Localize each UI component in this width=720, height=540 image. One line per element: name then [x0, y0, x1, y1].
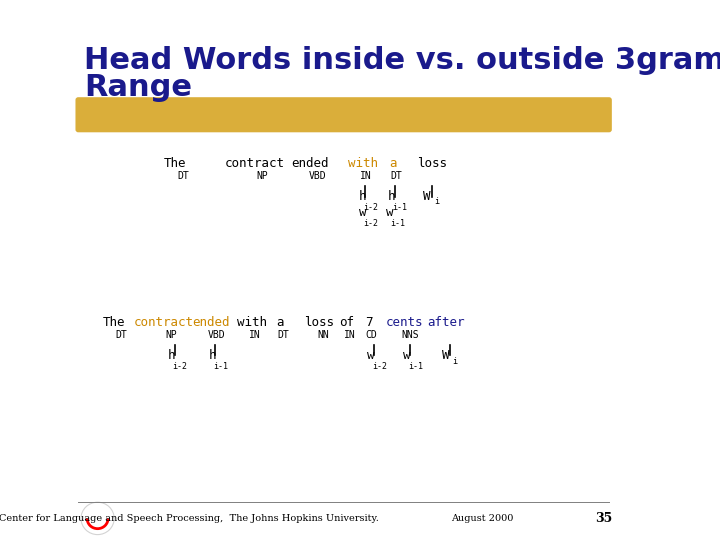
Text: 35: 35 — [595, 512, 612, 525]
Text: contract: contract — [134, 316, 194, 329]
Text: ended: ended — [292, 157, 329, 170]
Text: after: after — [427, 316, 464, 329]
Text: NP: NP — [256, 171, 268, 181]
Text: h: h — [387, 190, 395, 202]
Text: August 2000: August 2000 — [451, 514, 513, 523]
Text: i-1: i-1 — [392, 202, 407, 212]
Text: NNS: NNS — [401, 330, 419, 340]
Text: W: W — [423, 190, 431, 202]
Text: DT: DT — [391, 171, 402, 181]
Text: w: w — [403, 349, 410, 362]
Text: with: with — [238, 316, 267, 329]
FancyBboxPatch shape — [76, 97, 612, 132]
Text: w: w — [359, 206, 366, 219]
Text: loss: loss — [417, 157, 447, 170]
Text: DT: DT — [277, 330, 289, 340]
Text: CD: CD — [366, 330, 377, 340]
Text: ended: ended — [192, 316, 230, 329]
Text: w: w — [386, 206, 393, 219]
Text: i-1: i-1 — [408, 362, 423, 371]
Text: The: The — [103, 316, 125, 329]
Text: i: i — [433, 197, 438, 206]
Text: cents: cents — [386, 316, 423, 329]
Text: i: i — [453, 356, 458, 366]
Text: h: h — [167, 349, 175, 362]
Text: DT: DT — [115, 330, 127, 340]
Text: NN: NN — [318, 330, 329, 340]
Text: i-2: i-2 — [172, 362, 187, 371]
Text: contract: contract — [225, 157, 285, 170]
Text: loss: loss — [304, 316, 334, 329]
Text: The: The — [163, 157, 186, 170]
Text: Head Words inside vs. outside 3gram: Head Words inside vs. outside 3gram — [84, 46, 720, 75]
Text: W: W — [441, 349, 449, 362]
Text: Center for Language and Speech Processing,  The Johns Hopkins University.: Center for Language and Speech Processin… — [0, 514, 379, 523]
Text: i-1: i-1 — [213, 362, 228, 371]
Text: DT: DT — [177, 171, 189, 181]
Text: with: with — [348, 157, 378, 170]
Text: w: w — [367, 349, 374, 362]
Text: IN: IN — [344, 330, 356, 340]
Text: NP: NP — [166, 330, 177, 340]
Text: VBD: VBD — [207, 330, 225, 340]
Text: 7: 7 — [365, 316, 372, 329]
Text: VBD: VBD — [308, 171, 326, 181]
Text: a: a — [390, 157, 397, 170]
Text: a: a — [276, 316, 284, 329]
Text: IN: IN — [360, 171, 372, 181]
Text: h: h — [208, 349, 216, 362]
Text: IN: IN — [249, 330, 261, 340]
Text: i-2: i-2 — [364, 219, 379, 228]
Text: of: of — [339, 316, 354, 329]
Text: i-2: i-2 — [372, 362, 387, 371]
Text: h: h — [359, 190, 366, 202]
Text: Range: Range — [84, 73, 192, 102]
Text: i-2: i-2 — [364, 202, 379, 212]
Text: i-1: i-1 — [391, 219, 405, 228]
